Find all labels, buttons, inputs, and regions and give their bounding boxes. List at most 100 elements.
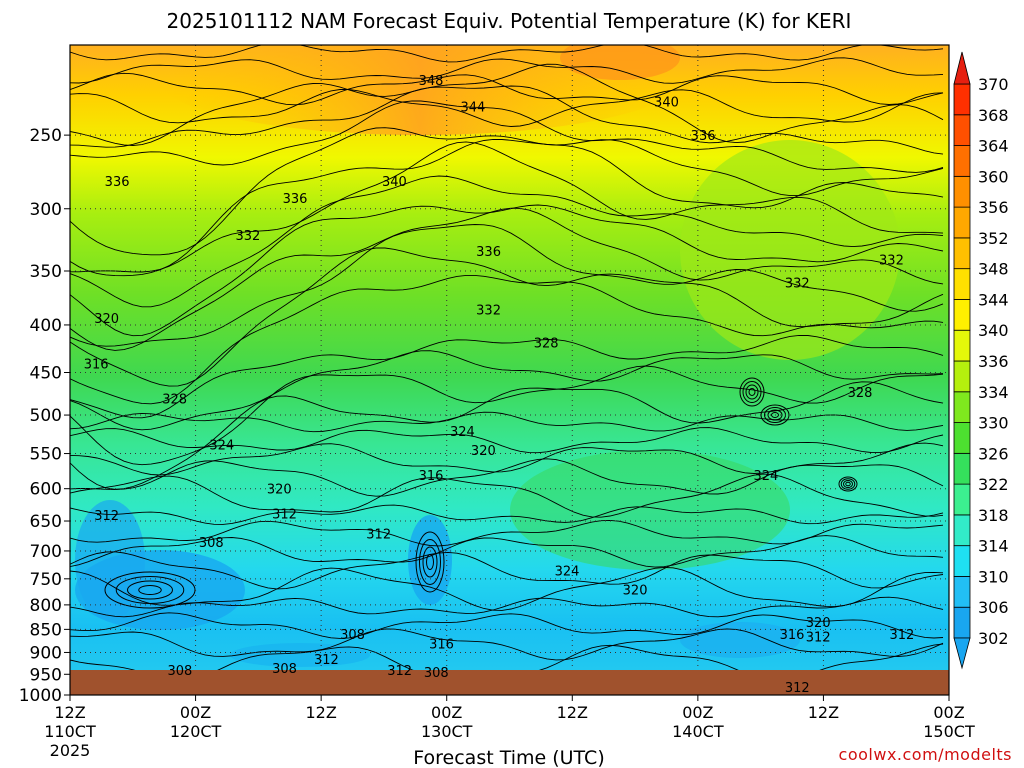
contour-line [70, 411, 944, 433]
contour-label: 308 [199, 536, 224, 551]
y-tick-label: 700 [30, 542, 62, 562]
contour-loop [767, 409, 783, 421]
ground-strip [70, 670, 949, 695]
contour-loop [422, 546, 438, 578]
contour-line [70, 89, 944, 127]
contour-loop [843, 480, 853, 488]
contour-line [70, 247, 944, 387]
contour-loop [104, 571, 196, 609]
x-axis-label: Forecast Time (UTC) [413, 747, 604, 768]
colorbar-bottom-arrow [953, 637, 971, 670]
contour-label: 312 [387, 664, 412, 679]
contour-line [70, 365, 944, 466]
contour-loop [745, 384, 759, 400]
contour-label: 308 [340, 628, 365, 643]
contour-label: 332 [785, 276, 810, 291]
x-tick-sublabel: 120CT [170, 722, 222, 741]
colorbar-segment [953, 576, 971, 608]
contour-label: 308 [167, 664, 192, 679]
contour-line [70, 45, 944, 63]
contour-label: 332 [476, 304, 501, 319]
colorbar-top-arrow [953, 51, 971, 85]
contour-label: 348 [419, 74, 444, 89]
y-tick-label: 900 [30, 643, 62, 663]
contour-line [70, 274, 944, 405]
colorbar-label: 340 [978, 321, 1009, 340]
contour-line [70, 535, 944, 568]
colorbar-label: 330 [978, 414, 1009, 433]
contour-loop [760, 404, 790, 426]
colorbar-label: 356 [978, 198, 1009, 217]
heatmap-field [70, 45, 949, 670]
colorbar-segment [953, 514, 971, 547]
colorbar-label: 360 [978, 167, 1009, 186]
y-tick-label: 400 [30, 316, 62, 336]
colorbar-segment [953, 268, 971, 300]
y-tick-label: 500 [30, 406, 62, 426]
contour-label: 324 [450, 425, 475, 440]
colorbar-label: 326 [978, 444, 1009, 463]
colorbar-label: 302 [978, 629, 1009, 648]
y-tick-label: 950 [30, 665, 62, 685]
colorbar-segment [953, 545, 971, 577]
y-tick-label: 750 [30, 570, 62, 590]
contour-loop [771, 412, 779, 418]
contour-line [70, 85, 944, 155]
x-tick-label: 00Z [682, 703, 713, 722]
contour-loop [748, 388, 756, 396]
contour-label: 312 [314, 653, 339, 668]
chart-title: 2025101112 NAM Forecast Equiv. Potential… [167, 9, 852, 33]
contour-label: 316 [780, 628, 805, 643]
credit-text: coolwx.com/modelts [839, 745, 1012, 764]
colorbar-label: 306 [978, 598, 1009, 617]
contour-label: 328 [534, 337, 559, 352]
y-tick-label: 550 [30, 445, 62, 465]
contour-label: 336 [283, 192, 308, 207]
gridlines [70, 45, 949, 675]
colorbar-segment [953, 114, 971, 146]
x-tick-label: 12Z [557, 703, 588, 722]
colorbar-label: 314 [978, 537, 1009, 556]
contour-loop [138, 585, 162, 595]
contour-label: 332 [235, 229, 260, 244]
colorbar-label: 370 [978, 75, 1009, 94]
x-tick-sublabel: 140CT [672, 722, 724, 741]
contour-line [70, 141, 944, 273]
contour-label: 340 [654, 95, 679, 110]
plot-frame [69, 44, 950, 696]
contour-line [70, 596, 944, 618]
contour-line [70, 504, 944, 525]
colorbar-segment [953, 606, 971, 639]
contour-line [70, 427, 944, 454]
contour-label: 344 [460, 101, 485, 116]
y-tick-label: 600 [30, 480, 62, 500]
colorbar-segment [953, 452, 971, 485]
colorbar-label: 348 [978, 260, 1009, 279]
x-tick-sublabel: 150CT [923, 722, 975, 741]
colorbar-segment [953, 299, 971, 331]
colorbar: 302 306 310 314 318 322 326 330 334 336 340 344 348 3… [953, 51, 1009, 670]
contour-label: 324 [753, 469, 778, 484]
colorbar-segment [953, 206, 971, 239]
contour-line [70, 63, 944, 146]
y-tick-label: 250 [30, 126, 62, 146]
y-tick-label: 300 [30, 200, 62, 220]
colorbar-label: 334 [978, 383, 1009, 402]
contour-line [70, 224, 944, 347]
contour-line [70, 72, 944, 106]
y-tick-label: 350 [30, 262, 62, 282]
contour-label: 312 [785, 681, 810, 696]
contour-label: 312 [889, 628, 914, 643]
contour-line [70, 628, 944, 661]
contour-line [70, 566, 944, 611]
colorbar-segment [953, 237, 971, 270]
contour-loop [415, 531, 445, 593]
colorbar-segment [953, 175, 971, 208]
contour-line [70, 100, 944, 173]
contour-label: 312 [272, 507, 297, 522]
x-tick-label: 00Z [933, 703, 964, 722]
colorbar-segment [953, 83, 971, 116]
colorbar-label: 352 [978, 229, 1009, 248]
